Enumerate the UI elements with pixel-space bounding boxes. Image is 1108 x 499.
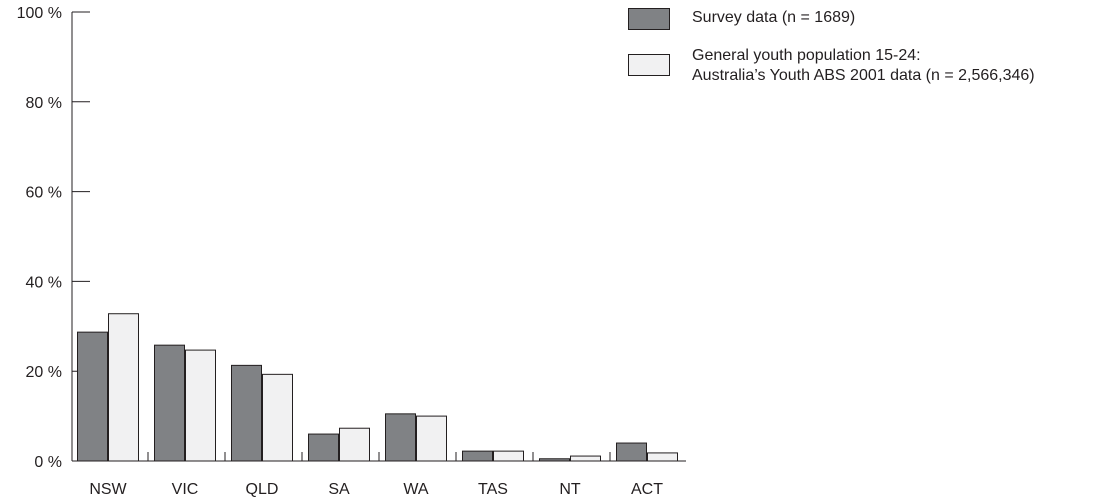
- bar-population-qld: [262, 373, 293, 462]
- bar-population-tas: [493, 450, 524, 462]
- x-tick-label-nsw: NSW: [89, 481, 127, 498]
- y-tick-label: 20 %: [26, 364, 62, 381]
- bar-survey-tas: [462, 450, 493, 462]
- bar-survey-nsw: [77, 331, 108, 462]
- y-tick-label: 40 %: [26, 274, 62, 291]
- legend-label-survey: Survey data (n = 1689): [692, 9, 856, 26]
- y-tick-label: 80 %: [26, 95, 62, 112]
- bar-population-nsw: [108, 313, 139, 462]
- x-tick-label-nt: NT: [559, 481, 581, 498]
- x-tick-label-sa: SA: [328, 481, 350, 498]
- y-tick-label: 100 %: [17, 5, 62, 22]
- legend-swatch-survey: [628, 8, 670, 30]
- chart-bars: [77, 313, 678, 462]
- bar-population-vic: [185, 349, 216, 462]
- y-tick-label: 0 %: [34, 454, 62, 471]
- legend-swatch-population: [628, 54, 670, 76]
- bar-survey-vic: [154, 344, 185, 462]
- bar-survey-sa: [308, 433, 339, 462]
- bar-survey-act: [616, 442, 647, 462]
- x-tick-label-wa: WA: [403, 481, 429, 498]
- x-tick-label-qld: QLD: [246, 481, 279, 498]
- x-tick-label-vic: VIC: [172, 481, 199, 498]
- bar-survey-wa: [385, 413, 416, 462]
- bar-survey-qld: [231, 364, 262, 462]
- legend-label-population-line2: Australia’s Youth ABS 2001 data (n = 2,5…: [692, 67, 1035, 84]
- bar-population-nt: [570, 455, 601, 462]
- bar-population-sa: [339, 427, 370, 462]
- chart-tick-labels: 0 % 20 % 40 % 60 % 80 % 100 % NSW VIC QLD SA WA TAS…: [17, 5, 664, 498]
- y-tick-label: 60 %: [26, 185, 62, 202]
- bar-survey-nt: [539, 458, 570, 462]
- legend-label-population-line1: General youth population 15-24:: [692, 47, 921, 64]
- bar-population-wa: [416, 415, 447, 462]
- x-tick-label-act: ACT: [631, 481, 663, 498]
- bar-population-act: [647, 452, 678, 462]
- x-tick-label-tas: TAS: [478, 481, 508, 498]
- legend-label-population: General youth population 15-24: Australi…: [692, 46, 1035, 86]
